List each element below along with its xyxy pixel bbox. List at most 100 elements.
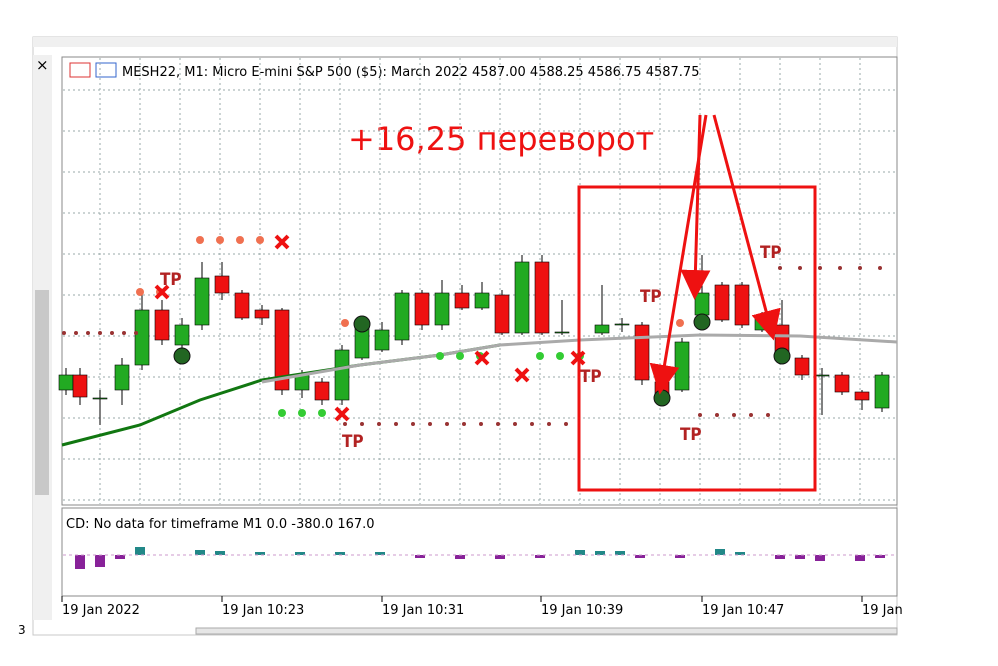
candle [594,324,610,334]
dot [878,266,882,270]
dot [496,422,500,426]
histogram-bar [215,551,225,555]
candle [394,292,410,341]
candle [534,261,550,334]
dot [62,331,66,335]
candle [514,261,530,334]
candle [694,292,710,316]
dot [838,266,842,270]
dot [766,413,770,417]
dot [343,422,347,426]
dot [547,422,551,426]
dot [445,422,449,426]
histogram-bar [875,555,885,558]
histogram-bar [255,552,265,555]
dot [479,422,483,426]
dot [858,266,862,270]
histogram-bar [795,555,805,559]
arrow [680,114,711,300]
candle [314,381,330,401]
dot [74,331,78,335]
dot [394,422,398,426]
candle [234,292,250,319]
dot [732,413,736,417]
time-label: 19 Jan 2022 [62,603,140,618]
histogram-bar [775,555,785,559]
histogram-bar [575,550,585,555]
candle [214,275,230,294]
tp-label: TP [760,243,782,263]
scrollbar[interactable] [35,290,49,495]
histogram-bar [855,555,865,561]
ma-gray [261,333,898,384]
arrow [712,114,781,341]
dot [236,236,244,244]
candle [554,331,570,334]
h-scrollbar [195,627,898,635]
time-label: 19 Jan 10:31 [382,603,464,618]
x-marker [334,406,350,422]
candle [194,277,210,326]
histogram-bar [115,555,125,559]
histogram-bar [335,552,345,555]
x-marker [154,284,170,300]
icon [95,62,117,78]
tp-label: TP [580,367,602,387]
candle [714,284,730,321]
dot [676,319,684,327]
dot [715,413,719,417]
dot [818,266,822,270]
dot [749,413,753,417]
candle [414,292,430,326]
candle [174,324,190,346]
signal [173,347,191,365]
dot [462,422,466,426]
dot [136,288,144,296]
time-label: 19 Jan 10:23 [222,603,304,618]
arrow [649,114,708,395]
candle [72,374,88,398]
dot [377,422,381,426]
dot [278,409,286,417]
tp-label: TP [640,287,662,307]
time-label: 19 Jan 10:39 [541,603,623,618]
histogram-bar [595,551,605,555]
dot [456,352,464,360]
histogram-bar [415,555,425,558]
candle [274,309,290,391]
candle [114,364,130,391]
signal [693,313,711,331]
histogram-bar [715,549,725,555]
histogram-bar [195,550,205,555]
time-label: 19 Jan 10:47 [702,603,784,618]
corner-text: 3 [18,623,26,637]
histogram-bar [375,552,385,555]
histogram-bar [75,555,85,569]
histogram-bar [135,547,145,555]
dot [556,352,564,360]
histogram-bar [615,551,625,555]
candle [494,294,510,334]
candle [374,329,390,351]
candle [794,357,810,376]
dot [341,319,349,327]
histogram-bar [495,555,505,559]
candle [874,374,890,409]
tp-label: TP [680,425,702,445]
tp-label: TP [342,432,364,452]
dot [110,331,114,335]
candle [334,349,350,401]
histogram-bar [295,552,305,555]
chart-header: MESH22, M1: Micro E-mini S&P 500 ($5): M… [122,65,699,80]
close-button[interactable]: × [36,56,49,74]
dot [698,413,702,417]
dot [778,266,782,270]
candle [614,323,630,326]
histogram-bar [535,555,545,558]
dot [134,331,138,335]
candle [474,292,490,309]
candle [674,341,690,391]
histogram-bar [455,555,465,559]
indicator-label: CD: No data for timeframe M1 0.0 -380.0 … [66,517,375,532]
